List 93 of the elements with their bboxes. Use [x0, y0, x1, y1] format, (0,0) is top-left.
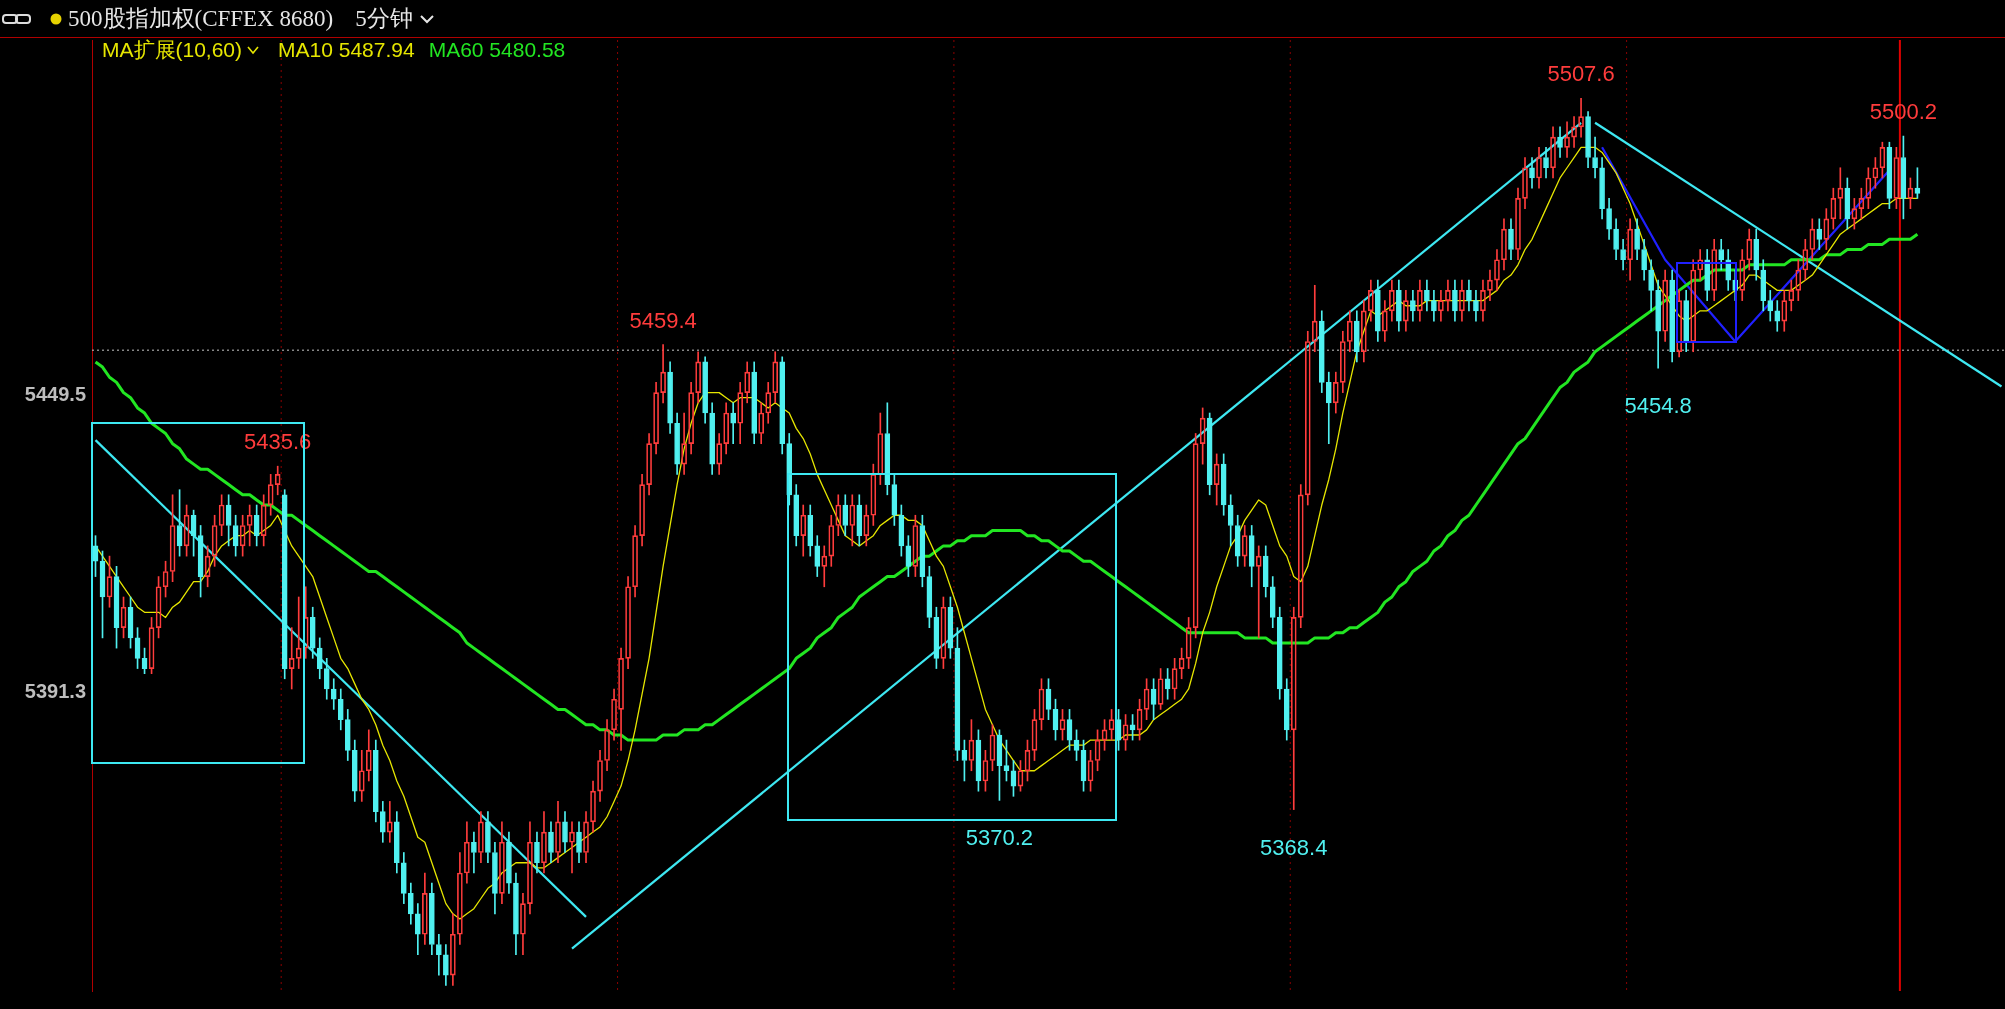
candlestick: [1634, 218, 1640, 261]
annotation: 5459.4: [629, 307, 697, 333]
candlestick: [1774, 300, 1781, 332]
candlestick: [506, 831, 512, 894]
chart-subtitle: 5分钟: [355, 5, 413, 33]
candlestick: [1375, 279, 1381, 342]
candlestick: [1452, 279, 1458, 322]
candlestick: [667, 361, 673, 434]
annotation: 5368.4: [1260, 834, 1328, 860]
candlestick: [1318, 310, 1325, 393]
candlestick: [415, 903, 421, 956]
candlestick: [1234, 514, 1241, 567]
candlestick: [513, 872, 519, 956]
candlestick: [1529, 157, 1535, 189]
candlestick: [730, 402, 736, 445]
candlestick: [1704, 249, 1711, 301]
candlestick: [1396, 279, 1402, 332]
candlestick: [379, 801, 386, 843]
candlestick: [351, 739, 358, 802]
annotation: 5370.2: [965, 825, 1034, 851]
candlestick: [1753, 228, 1760, 281]
candlestick: [1473, 290, 1479, 322]
candlestick: [548, 821, 554, 864]
candlestick: [1620, 238, 1626, 271]
candlestick: [1725, 249, 1732, 291]
candlestick: [779, 356, 786, 455]
text: MA60 5480.58: [428, 38, 566, 62]
candlestick: [856, 494, 863, 547]
candlestick: [323, 658, 330, 700]
candlestick: [344, 709, 351, 761]
candlestick: [372, 739, 379, 823]
candlestick: [1760, 259, 1767, 312]
candlestick: [709, 402, 715, 475]
annotation: 5454.8: [1624, 393, 1692, 419]
candlestick: [1283, 678, 1290, 741]
candlestick: [751, 361, 758, 445]
candlestick: [1557, 126, 1563, 158]
candlestick: [1431, 290, 1437, 322]
candlestick: [443, 944, 449, 986]
candlestick: [1641, 238, 1647, 281]
candlestick: [576, 821, 582, 864]
candlestick: [1543, 146, 1549, 179]
candlestick: [492, 841, 498, 915]
candlestick: [408, 882, 414, 925]
candlestick: [1508, 218, 1514, 261]
candlestick: [1424, 279, 1430, 312]
candlestick: [436, 933, 442, 976]
candlestick: [1606, 198, 1612, 240]
candlestick: [337, 688, 344, 731]
candlestick: [1683, 290, 1689, 353]
candlestick: [316, 637, 323, 680]
candlestick: [1248, 525, 1255, 588]
candlestick: [1767, 290, 1774, 322]
candlestick: [1599, 157, 1605, 220]
candlestick: [485, 811, 491, 864]
candlestick: [562, 811, 568, 853]
annotation: 5507.6: [1547, 61, 1615, 87]
candlestick: [1648, 259, 1654, 312]
candlestick: [1262, 545, 1269, 598]
candlestick: [842, 494, 849, 537]
candlestick: [1585, 111, 1591, 169]
candlestick: [1220, 453, 1227, 516]
candlestick: [1269, 576, 1276, 628]
y-tick-label: 5449.5: [24, 382, 86, 405]
candlestick: [814, 535, 821, 577]
candlestick: [429, 882, 435, 956]
candlestick: [309, 606, 316, 659]
candlestick: [807, 504, 814, 557]
candlestick: [1655, 279, 1661, 369]
candlestick: [534, 831, 540, 874]
candlestick: [253, 504, 260, 547]
candlestick: [1613, 218, 1619, 261]
chart-title: 500股指加权(CFFEX 8680): [68, 5, 334, 33]
candlestick: [1592, 136, 1598, 179]
candlestick: [1816, 218, 1823, 250]
candlestick: [1466, 279, 1472, 312]
candlestick: [1325, 371, 1332, 445]
candlestick: [793, 484, 800, 547]
candlestick: [1276, 606, 1283, 700]
candlestick: [1410, 290, 1416, 322]
candlestick: [330, 678, 337, 710]
candlestick: [393, 811, 400, 874]
candlestick: [702, 356, 708, 424]
candlestick: [281, 489, 288, 680]
candlestick: [401, 852, 407, 904]
text: MA10 5487.94: [278, 38, 415, 62]
candlestick: [1353, 310, 1360, 363]
candlestick: [471, 831, 477, 874]
legend-title: MA扩展(10,60): [102, 37, 243, 63]
candlestick: [1669, 269, 1675, 363]
candlestick: [674, 412, 680, 475]
candlestick: [1227, 494, 1234, 547]
y-tick-label: 5391.3: [24, 680, 86, 703]
